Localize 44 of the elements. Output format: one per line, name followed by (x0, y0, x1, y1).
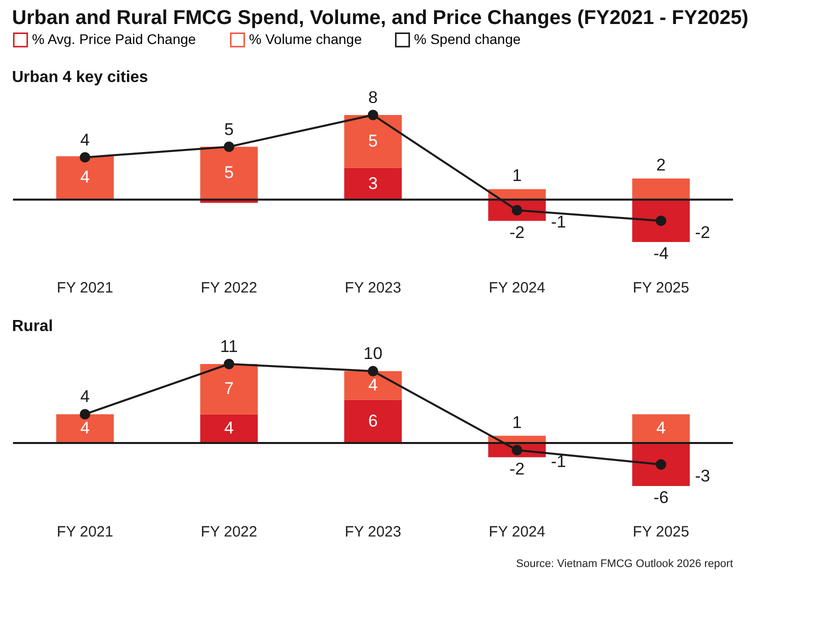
data-label: 4 (80, 418, 90, 438)
data-label: -2 (509, 459, 525, 478)
x-tick-label: FY 2021 (56, 524, 114, 540)
data-label: 4 (80, 387, 90, 406)
x-tick-label: FY 2021 (56, 280, 114, 296)
data-label: 11 (220, 337, 238, 356)
data-label: 5 (368, 131, 378, 150)
data-label: -4 (653, 244, 669, 263)
data-label: -3 (695, 466, 710, 486)
data-label: -2 (695, 222, 710, 242)
data-label: 1 (512, 166, 522, 186)
legend-label: % Spend change (414, 30, 521, 47)
data-label: -1 (551, 452, 566, 472)
data-label: 4 (80, 167, 90, 186)
legend-label: % Volume change (249, 30, 362, 47)
data-label: 5 (224, 120, 234, 139)
x-tick-label: FY 2022 (200, 524, 258, 540)
legend-label: % Avg. Price Paid Change (32, 30, 196, 47)
text: Urban 4 key cities (12, 69, 148, 86)
data-label: 2 (656, 156, 666, 174)
x-tick-label: FY 2024 (488, 524, 546, 540)
data-label: -6 (653, 488, 669, 507)
data-label: 10 (364, 344, 382, 364)
data-label: 4 (224, 418, 234, 438)
data-label: 4 (368, 376, 378, 395)
data-label: 3 (368, 174, 378, 193)
text: Rural (12, 318, 53, 335)
data-label: 1 (512, 412, 522, 432)
data-label: 8 (368, 88, 378, 107)
data-label: -1 (551, 212, 566, 232)
source-note: Source: Vietnam FMCG Outlook 2026 report (516, 558, 733, 570)
x-tick-label: FY 2025 (632, 524, 690, 540)
chart-title: Urban and Rural FMCG Spend, Volume, and Price Changes (FY2021 - FY2025) (12, 7, 748, 29)
data-label: 7 (224, 379, 234, 398)
data-label: 4 (656, 418, 666, 438)
x-tick-label: FY 2023 (344, 524, 402, 540)
data-label: 5 (224, 163, 234, 182)
data-label: 6 (368, 411, 378, 430)
x-tick-label: FY 2024 (488, 280, 546, 296)
x-tick-label: FY 2022 (200, 280, 258, 296)
data-label: -2 (509, 222, 525, 242)
data-label: 4 (80, 130, 90, 150)
x-tick-label: FY 2025 (632, 280, 690, 296)
x-tick-label: FY 2023 (344, 280, 402, 296)
